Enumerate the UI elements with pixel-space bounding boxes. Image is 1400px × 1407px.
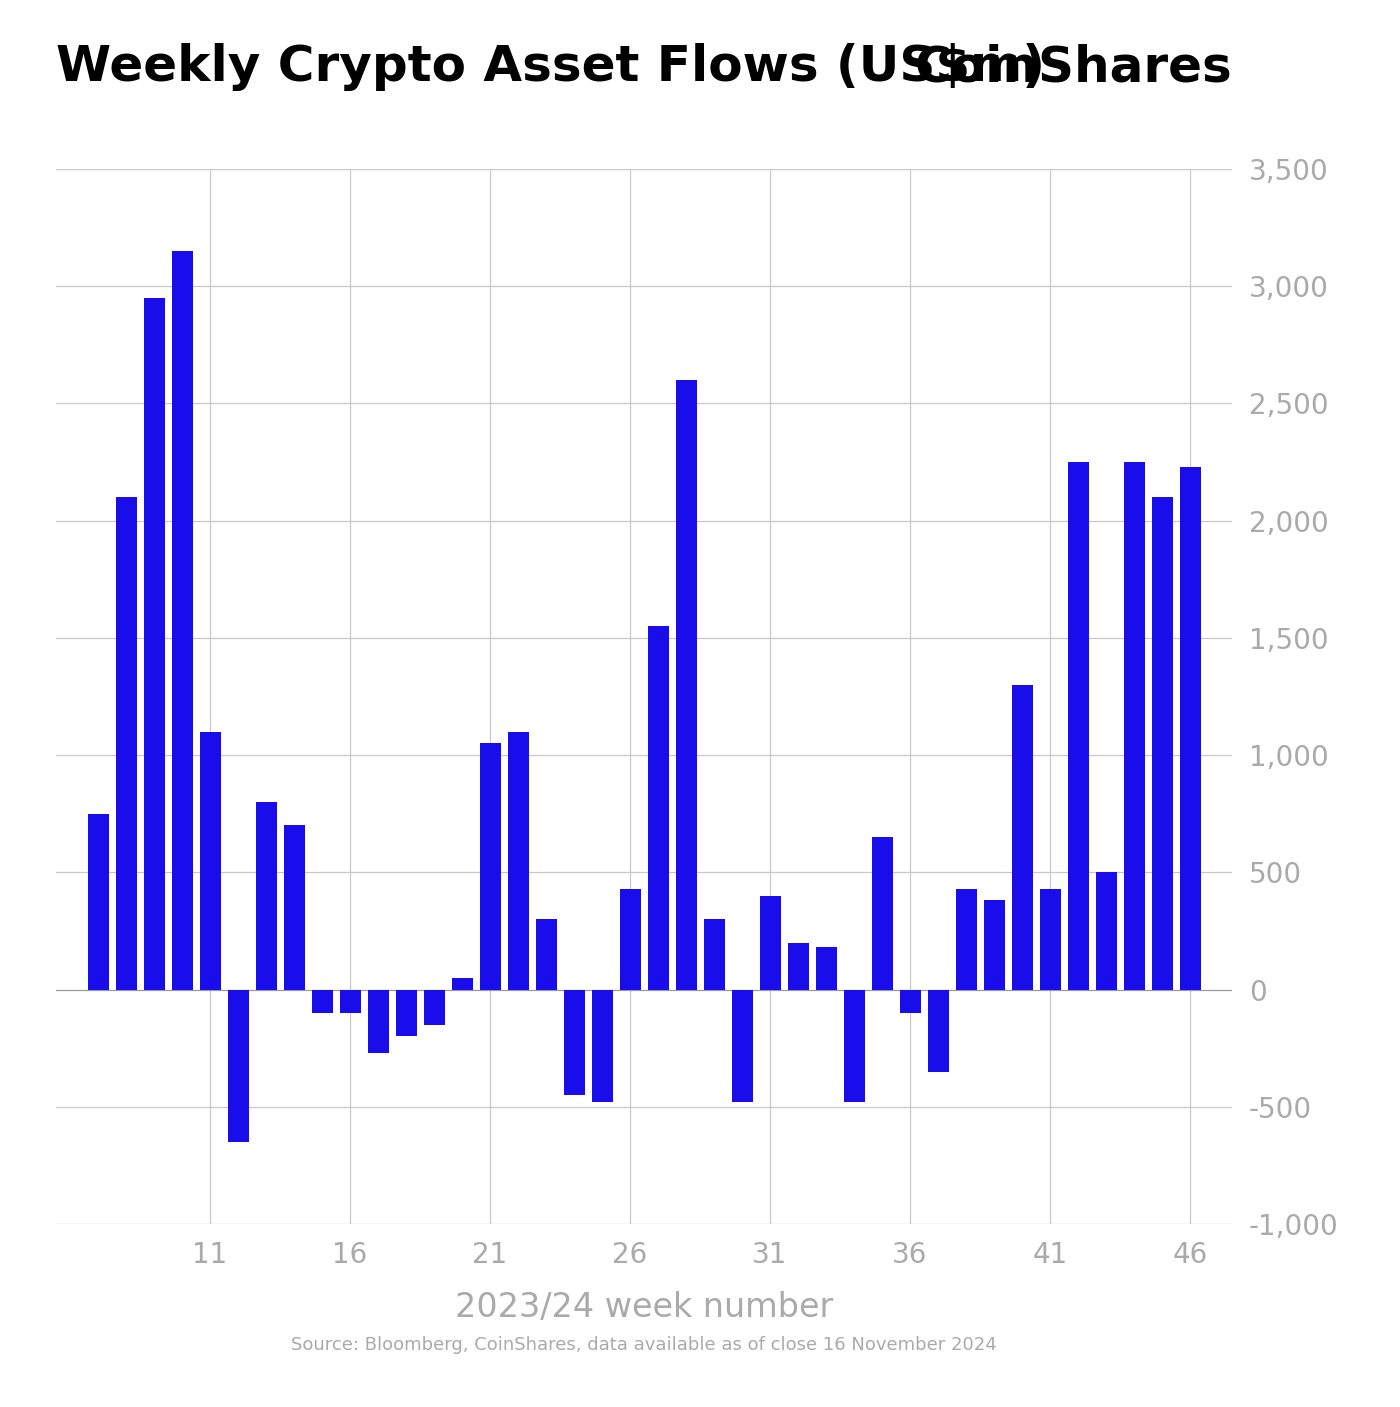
Bar xyxy=(200,732,221,989)
Bar xyxy=(1067,461,1089,989)
Bar xyxy=(228,989,249,1142)
Bar xyxy=(256,802,277,989)
Bar xyxy=(787,943,809,989)
Bar xyxy=(927,989,949,1072)
X-axis label: 2023/24 week number: 2023/24 week number xyxy=(455,1292,833,1324)
Bar xyxy=(144,298,165,989)
Bar xyxy=(395,989,417,1037)
Bar xyxy=(955,889,977,989)
Bar xyxy=(507,732,529,989)
Bar xyxy=(871,837,893,989)
Bar xyxy=(703,919,725,989)
Bar xyxy=(116,497,137,989)
Text: CoinShares: CoinShares xyxy=(914,44,1232,91)
Bar xyxy=(899,989,921,1013)
Bar xyxy=(172,250,193,989)
Bar xyxy=(815,947,837,989)
Bar xyxy=(339,989,361,1013)
Bar xyxy=(535,919,557,989)
Bar xyxy=(423,989,445,1024)
Bar xyxy=(311,989,333,1013)
Bar xyxy=(1095,872,1117,989)
Text: Source: Bloomberg, CoinShares, data available as of close 16 November 2024: Source: Bloomberg, CoinShares, data avai… xyxy=(291,1335,997,1354)
Bar xyxy=(1179,467,1201,989)
Bar xyxy=(731,989,753,1102)
Bar xyxy=(675,380,697,989)
Bar xyxy=(591,989,613,1102)
Bar xyxy=(759,896,781,989)
Bar xyxy=(983,900,1005,989)
Bar xyxy=(479,743,501,989)
Bar xyxy=(1011,685,1033,989)
Bar xyxy=(619,889,641,989)
Bar xyxy=(283,826,305,989)
Bar xyxy=(451,978,473,989)
Bar xyxy=(843,989,865,1102)
Bar xyxy=(1123,461,1145,989)
Text: Weekly Crypto Asset Flows (US$m): Weekly Crypto Asset Flows (US$m) xyxy=(56,44,1044,91)
Bar xyxy=(1151,497,1173,989)
Bar xyxy=(88,813,109,989)
Bar xyxy=(367,989,389,1052)
Bar xyxy=(647,626,669,989)
Bar xyxy=(1039,889,1061,989)
Bar xyxy=(563,989,585,1095)
